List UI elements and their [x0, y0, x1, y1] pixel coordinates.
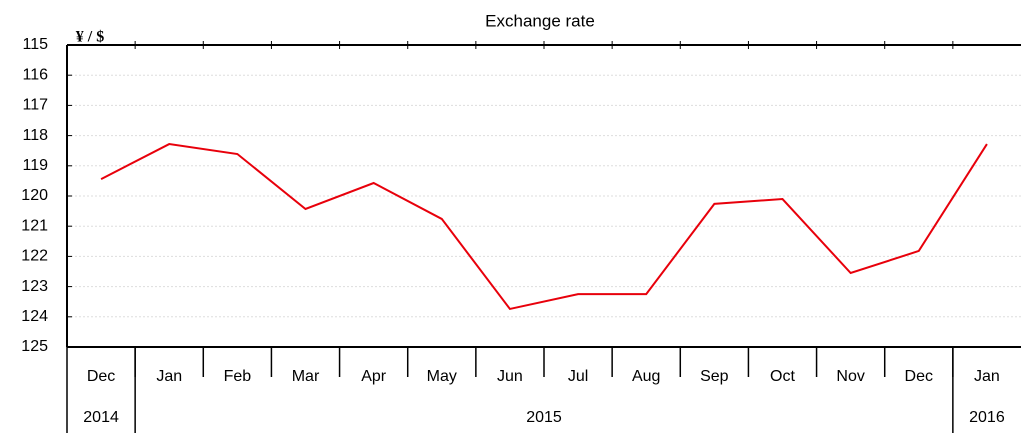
- y-tick-label: 124: [21, 308, 48, 325]
- x-tick-label: Oct: [770, 368, 795, 385]
- x-tick-label: Feb: [224, 368, 252, 385]
- y-tick-label: 123: [21, 278, 48, 295]
- x-tick-label: Dec: [87, 368, 115, 385]
- x-tick-label: Jan: [156, 368, 182, 385]
- line: [100, 143, 988, 311]
- y-tick-label: 122: [21, 248, 48, 265]
- x-tick-label: Mar: [292, 368, 320, 385]
- x-tick-label: Apr: [361, 368, 387, 385]
- y-tick-label: 120: [21, 187, 48, 204]
- x-tick-label: Jan: [974, 368, 1000, 385]
- y-tick-label: 125: [21, 338, 48, 355]
- x-tick-label: May: [427, 368, 457, 385]
- y-tick-label: 116: [22, 66, 48, 83]
- y-tick-label: 118: [22, 127, 48, 144]
- y-tick-label: 117: [22, 97, 48, 114]
- y-axis-label: ¥ / $: [76, 29, 104, 46]
- y-tick-label: 121: [21, 217, 48, 234]
- x-tick-label: Jun: [497, 368, 523, 385]
- x-tick-label: Jul: [568, 368, 588, 385]
- year-label: 2016: [969, 409, 1005, 426]
- x-tick-label: Aug: [632, 368, 660, 385]
- year-label: 2015: [526, 409, 562, 426]
- x-tick-label: Nov: [836, 368, 864, 385]
- year-label: 2014: [83, 409, 119, 426]
- chart-title: Exchange rate: [485, 11, 595, 30]
- y-tick-label: 119: [22, 157, 48, 174]
- x-tick-label: Sep: [700, 368, 729, 385]
- y-tick-label: 115: [22, 36, 48, 53]
- x-tick-label: Dec: [905, 368, 933, 385]
